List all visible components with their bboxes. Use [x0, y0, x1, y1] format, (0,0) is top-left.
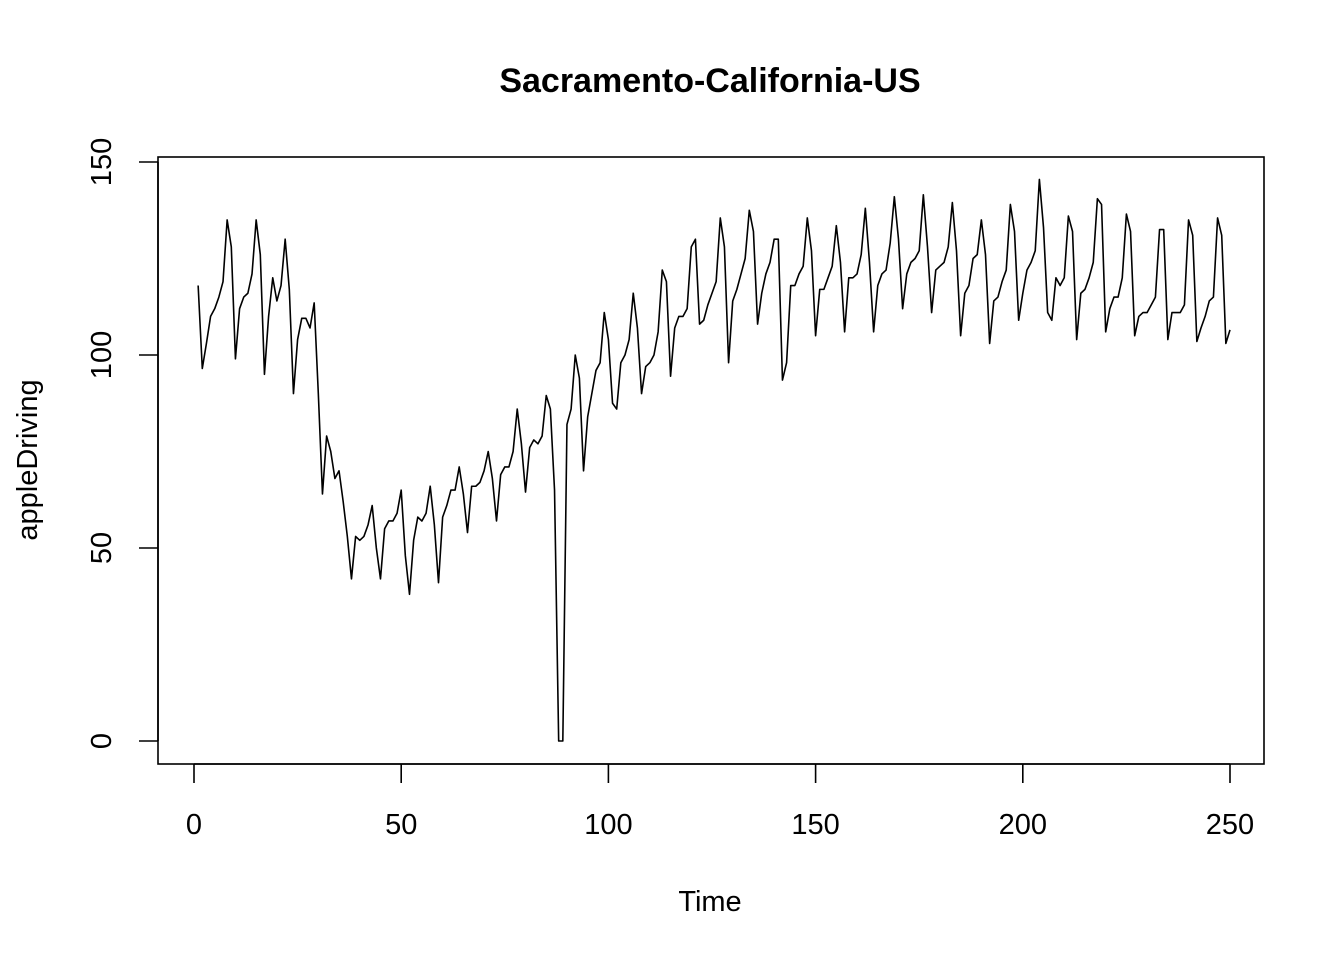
y-tick-label: 150: [86, 138, 118, 186]
x-tick-label: 0: [186, 809, 202, 841]
x-tick-label: 150: [791, 809, 839, 841]
y-tick-label: 0: [86, 733, 118, 749]
x-tick-label: 100: [584, 809, 632, 841]
x-axis: 0 50 100 150 200 250: [186, 763, 1254, 841]
x-tick-label: 200: [999, 809, 1047, 841]
y-tick-label: 50: [86, 532, 118, 564]
plot-frame: [157, 156, 1265, 765]
x-axis-label: Time: [678, 886, 741, 918]
y-axis-label: appleDriving: [12, 379, 44, 540]
x-tick-label: 250: [1206, 809, 1254, 841]
series-line-appleDriving: [197, 178, 1231, 742]
x-tick-label: 50: [385, 809, 417, 841]
y-tick-label: 100: [86, 331, 118, 379]
y-axis: 0 50 100 150: [86, 138, 159, 749]
chart-title: Sacramento-California-US: [499, 62, 920, 100]
